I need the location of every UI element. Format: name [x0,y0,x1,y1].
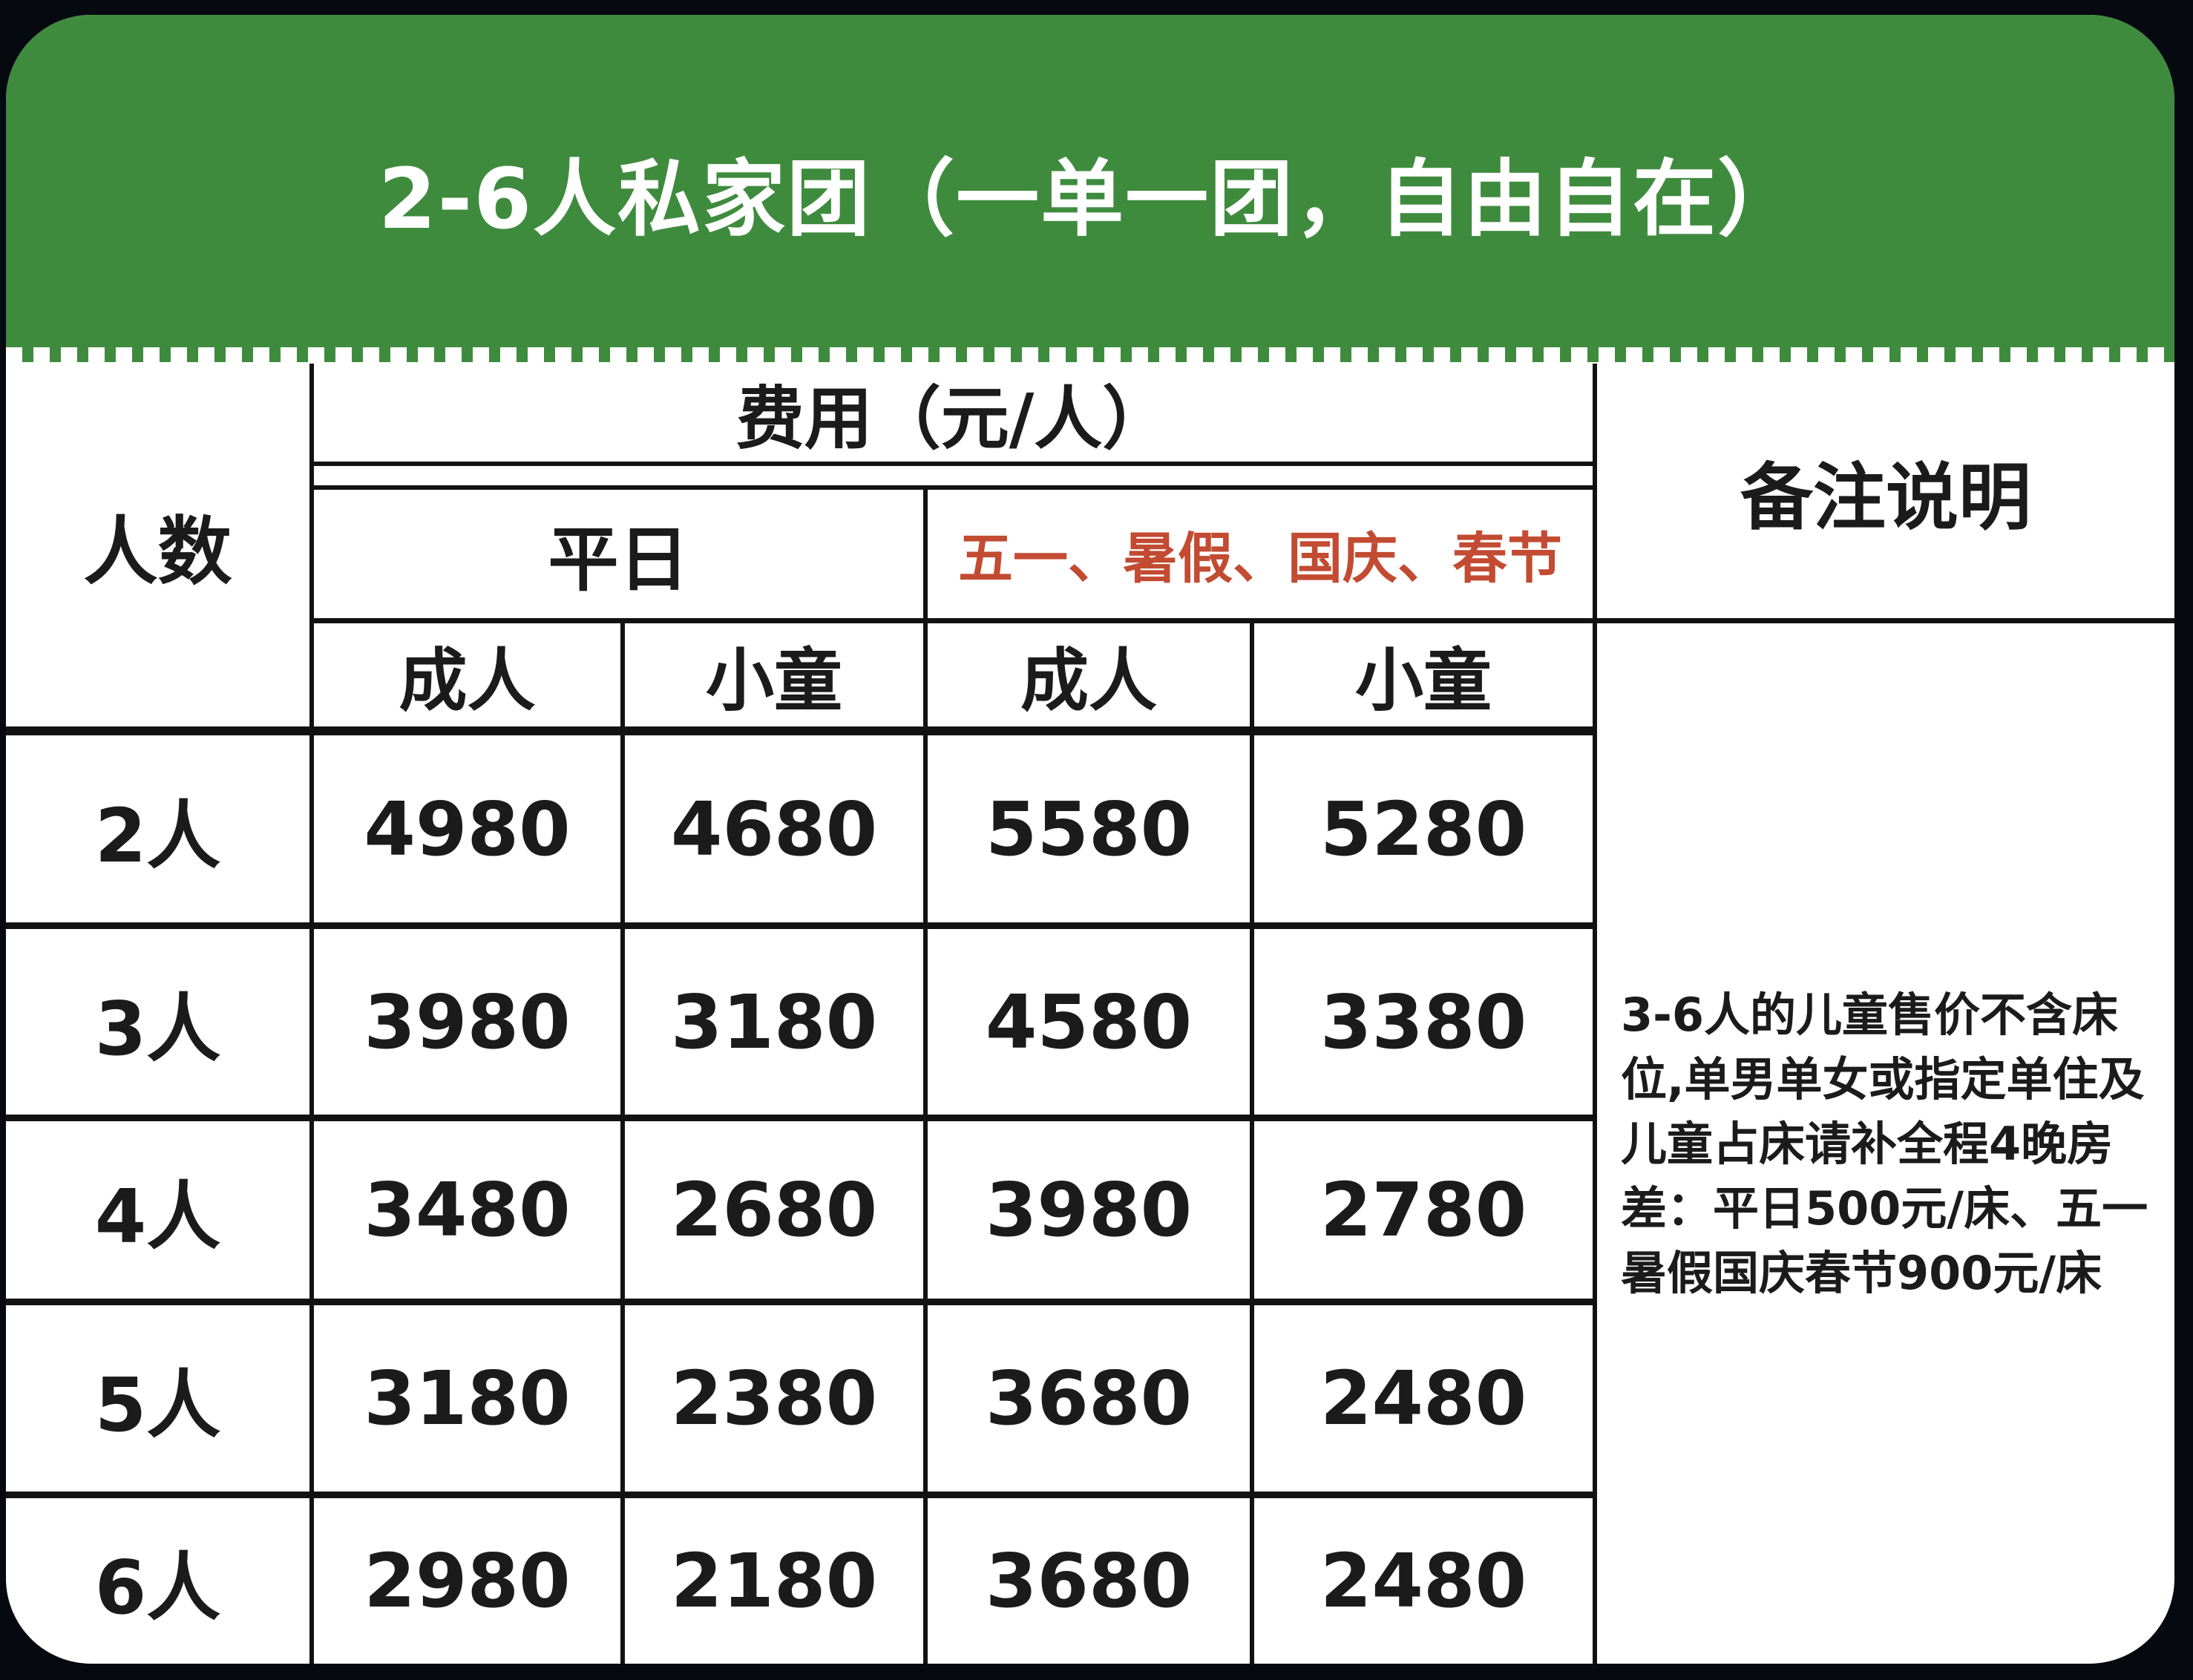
table-gridline [309,364,314,1664]
price-cell: 3380 [1320,978,1527,1066]
perforated-divider [6,347,2174,362]
table-gridline [1593,364,1597,1664]
notes-cell: 3-6人的儿童售价不含床位,单男单女或指定单住及儿童占床请补全程4晚房差：平日5… [1597,623,2174,1664]
price-cell: 2480 [1320,1538,1527,1624]
cell-holiday-header: 五一、暑假、国庆、春节 [958,527,1562,591]
row-label: 4人 [94,1173,221,1260]
price-cell: 3480 [364,1167,571,1253]
price-cell: 2480 [1320,1355,1527,1442]
table-gridline [6,1115,1597,1121]
row-label: 6人 [94,1544,221,1631]
table-gridline [1250,618,1254,1664]
price-cell: 3180 [670,978,878,1066]
price-cell: 2680 [670,1167,878,1253]
price-cell: 4580 [985,978,1193,1066]
price-cell: 3180 [364,1355,571,1442]
price-cell: 4980 [364,785,571,873]
row-label: 3人 [94,985,221,1072]
cell-weekday-header: 平日 [548,519,689,601]
cell-people-header: 人数 [83,508,232,595]
green-banner: 2-6人私家团（一单一团，自由自在） [6,15,2174,347]
price-cell: 2980 [364,1538,571,1624]
page-title: 2-6人私家团（一单一团，自由自在） [378,151,1803,248]
price-cell: 4680 [670,785,878,873]
price-cell: 2180 [670,1538,878,1624]
table-gridline [6,922,1597,929]
cell-subheader-adult-holiday: 成人 [1020,641,1157,721]
price-card: 2-6人私家团（一单一团，自由自在） 人数 费用（元/人） 平日 五一、暑假、国… [6,15,2174,1664]
price-cell: 3980 [364,978,571,1066]
table-gridline [620,618,625,1664]
price-cell: 3680 [985,1538,1193,1624]
table-gridline [6,1299,1597,1305]
price-cell: 3680 [985,1355,1193,1442]
cell-fee-header: 费用（元/人） [735,378,1171,459]
cell-notes-header: 备注说明 [1740,455,2031,540]
row-label: 5人 [94,1362,221,1448]
price-cell: 5580 [985,785,1193,873]
cell-subheader-child-weekday: 小童 [705,641,842,721]
cell-subheader-child-holiday: 小童 [1354,641,1492,721]
notes-text: 3-6人的儿童售价不含床位,单男单女或指定单住及儿童占床请补全程4晚房差：平日5… [1621,987,2148,1300]
cell-subheader-adult-weekday: 成人 [399,641,536,721]
price-cell: 2780 [1320,1167,1527,1253]
table-gridline [309,618,2174,623]
table-gridline [6,1492,1597,1498]
price-cell: 3980 [985,1167,1193,1253]
row-label: 2人 [94,792,221,879]
price-cell: 2380 [670,1355,878,1442]
price-cell: 5280 [1320,785,1527,873]
table-gridline [923,485,928,1664]
table-gridline [6,726,1597,735]
table-gridline [309,485,1597,490]
table-gridline [309,462,1597,466]
